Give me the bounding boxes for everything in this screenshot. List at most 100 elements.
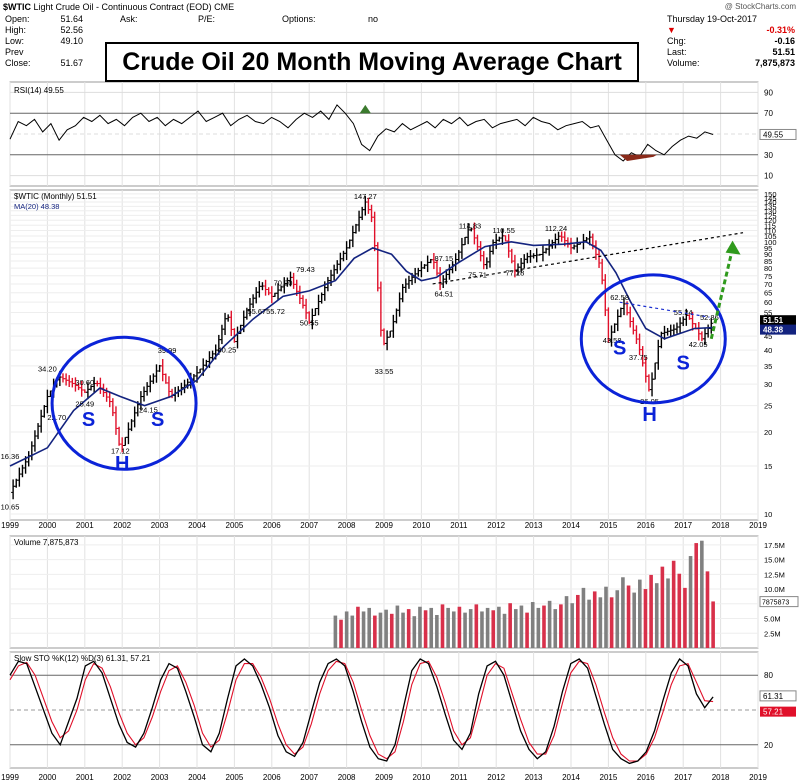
volume-bar bbox=[711, 601, 715, 648]
volume-bar bbox=[542, 605, 546, 648]
price-tick-label: 150 bbox=[764, 190, 777, 199]
chg-label: Chg: bbox=[667, 36, 687, 46]
rsi-oversold-fill bbox=[619, 154, 658, 162]
volume-bar bbox=[700, 540, 704, 648]
stoch-label: Slow STO %K(12) %D(3) 61.31, 57.21 bbox=[14, 654, 151, 663]
x-tick-label: 2019 bbox=[749, 773, 767, 782]
volume-label: Volume: bbox=[667, 58, 700, 68]
x-tick-label: 2019 bbox=[749, 521, 767, 530]
volume-bar bbox=[570, 603, 574, 648]
stoch-tick-label: 80 bbox=[764, 671, 773, 680]
volume-bar bbox=[344, 611, 349, 648]
price-annotation: 50.55 bbox=[300, 318, 319, 327]
x-tick-label: 2015 bbox=[600, 773, 618, 782]
volume-bar bbox=[671, 560, 676, 648]
x-tick-label: 2014 bbox=[562, 521, 580, 530]
volume-bar bbox=[401, 612, 405, 648]
x-tick-label: 2008 bbox=[338, 773, 356, 782]
x-tick-label: 2010 bbox=[413, 773, 431, 782]
x-tick-label: 2002 bbox=[113, 521, 131, 530]
x-tick-label: 2013 bbox=[525, 521, 543, 530]
quote-date: Thursday 19-Oct-2017 bbox=[667, 14, 758, 24]
volume-bar bbox=[559, 604, 563, 648]
low-value: 49.10 bbox=[60, 36, 83, 46]
volume-bar bbox=[604, 586, 608, 648]
price-tick-label: 35 bbox=[764, 362, 772, 371]
stoch-value-box-d bbox=[760, 706, 796, 717]
price-annotation: 22.70 bbox=[47, 413, 66, 422]
green-arrow-shaft bbox=[709, 251, 734, 340]
x-tick-label: 2001 bbox=[76, 773, 94, 782]
price-tick-label: 40 bbox=[764, 346, 772, 355]
price-tick-label: 75 bbox=[764, 272, 772, 281]
volume-bar bbox=[373, 615, 377, 648]
price-annotation: 52.86 bbox=[700, 313, 719, 322]
ma20-line bbox=[9, 240, 714, 467]
volume-bar bbox=[468, 609, 473, 648]
x-tick-label: 2018 bbox=[712, 521, 730, 530]
volume-bar bbox=[666, 578, 670, 648]
x-tick-label: 2015 bbox=[600, 521, 618, 530]
price-tick-label: 135 bbox=[764, 202, 777, 211]
volume-bar bbox=[361, 611, 366, 648]
green-arrow-head bbox=[725, 240, 741, 255]
hs-circle-right bbox=[579, 273, 727, 405]
rsi-tick-label: 30 bbox=[764, 151, 773, 160]
x-tick-label: 2007 bbox=[300, 773, 318, 782]
volume-bar bbox=[587, 599, 591, 648]
volume-bar bbox=[621, 577, 625, 648]
volume-tick-label: 15.0M bbox=[764, 556, 785, 565]
volume-bar bbox=[339, 619, 343, 648]
pattern-letter-h: H bbox=[115, 453, 129, 475]
price-tick-label: 90 bbox=[764, 250, 772, 259]
price-tick-label: 140 bbox=[764, 198, 777, 207]
x-tick-label: 2016 bbox=[637, 521, 655, 530]
x-tick-label: 2011 bbox=[450, 521, 468, 530]
price-value-box bbox=[760, 315, 796, 326]
volume-bar bbox=[480, 611, 484, 648]
volume-tick-label: 5.0M bbox=[764, 615, 781, 624]
volume-bar bbox=[688, 556, 693, 648]
price-annotation: 37.75 bbox=[629, 353, 648, 362]
volume-bar bbox=[333, 615, 338, 648]
price-tick-label: 85 bbox=[764, 257, 772, 266]
volume-bar bbox=[457, 606, 462, 648]
volume-bar bbox=[643, 589, 648, 648]
rsi-tick-label: 10 bbox=[764, 172, 773, 181]
price-tick-label: 70 bbox=[764, 280, 772, 289]
volume-bar bbox=[446, 607, 450, 648]
stoch-tick-label: 20 bbox=[764, 741, 773, 750]
volume-bar bbox=[547, 600, 552, 648]
price-tick-label: 120 bbox=[764, 216, 777, 225]
volume-bar bbox=[502, 613, 507, 648]
volume-bar bbox=[649, 574, 653, 648]
volume-bar bbox=[615, 590, 620, 648]
volume-bar bbox=[389, 613, 394, 648]
volume-label: Volume 7,875,873 bbox=[14, 538, 79, 547]
pattern-letter-h: H bbox=[642, 404, 656, 426]
price-annotation: 55.24 bbox=[674, 308, 693, 317]
price-annotation: 64.51 bbox=[434, 290, 453, 299]
x-tick-label: 2007 bbox=[300, 521, 318, 530]
rsi-label: RSI(14) 49.55 bbox=[14, 86, 64, 95]
price-annotation: 17.12 bbox=[111, 446, 130, 455]
volume-bar bbox=[581, 587, 586, 648]
price-title: $WTIC (Monthly) 51.51 bbox=[14, 192, 97, 201]
pattern-letter-s: S bbox=[613, 338, 626, 360]
volume-tick-label: 2.5M bbox=[764, 629, 781, 638]
rsi-value-label: 49.55 bbox=[763, 130, 784, 139]
volume-bar bbox=[626, 585, 631, 648]
price-tick-label: 110 bbox=[764, 227, 776, 236]
volume-value: 7,875,873 bbox=[754, 58, 795, 68]
quote-panel: Thursday 19-Oct-2017 ▼ -0.31% Chg: -0.16 L… bbox=[667, 14, 795, 69]
volume-bar bbox=[491, 610, 496, 648]
price-annotation: 42.05 bbox=[689, 340, 708, 349]
x-tick-label: 2005 bbox=[226, 773, 244, 782]
price-annotation: 79.43 bbox=[296, 265, 315, 274]
price-annotation: 24.15 bbox=[139, 406, 158, 415]
x-tick-label: 2014 bbox=[562, 773, 580, 782]
x-tick-label: 1999 bbox=[1, 773, 19, 782]
x-tick-label: 2008 bbox=[338, 521, 356, 530]
options-value: no bbox=[368, 14, 379, 24]
